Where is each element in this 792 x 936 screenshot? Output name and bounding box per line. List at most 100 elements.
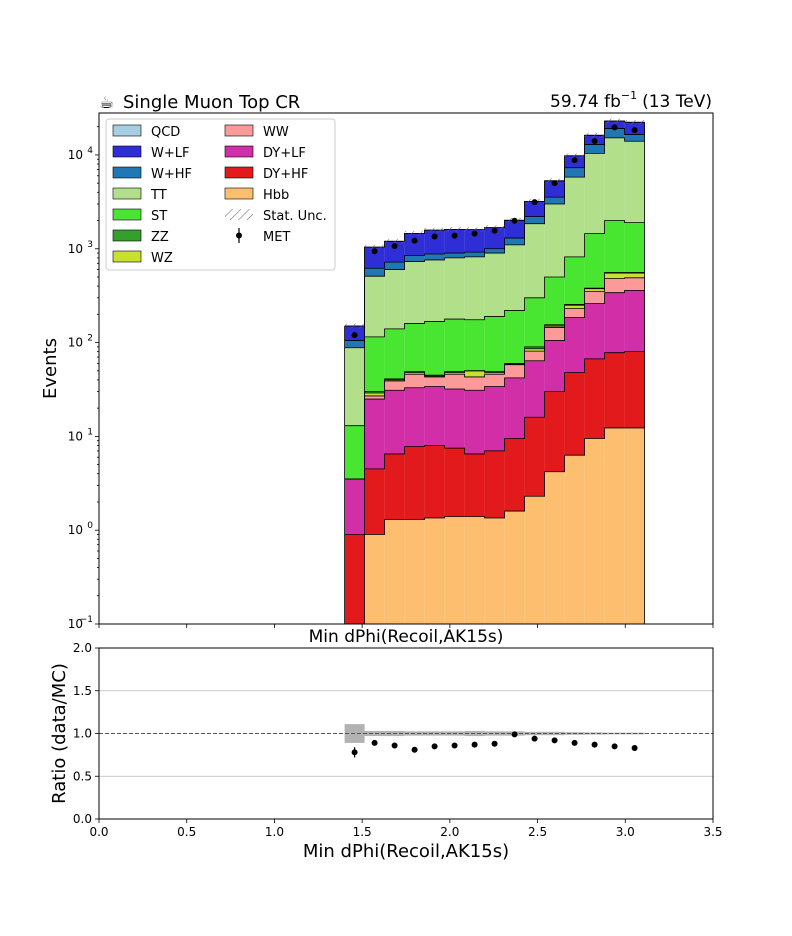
- bar-dy-hf-bin-9: [504, 438, 525, 512]
- bar-st-bin-13: [584, 233, 605, 289]
- y-tick-label: 10: [68, 523, 83, 537]
- legend: QCD W+LF W+HF TT ST ZZ WZ WW DY+LF DY+HF Hbb Stat. …: [105, 118, 336, 271]
- ratio-point-4: [411, 746, 418, 753]
- x-tick-label: 2.5: [528, 825, 547, 839]
- ratio-y-tick-label: 0.0: [73, 812, 92, 826]
- y-tick-label: 10: [68, 336, 83, 350]
- bar-ww-bin-6: [444, 374, 465, 389]
- outline-tt: [344, 137, 645, 349]
- bar-ww-bin-14: [604, 278, 625, 293]
- bar-st-bin-7: [464, 319, 485, 371]
- ratio-y-tick-label: 0.5: [73, 769, 92, 783]
- bar-w-lf-bin-11: [544, 180, 565, 198]
- bar-tt-bin-4: [404, 261, 425, 324]
- bar-w-lf-bin-8: [484, 227, 505, 249]
- legend-swatch-dy-lf: [224, 145, 254, 158]
- mc-unc-bin-14: [604, 732, 625, 735]
- x-tick-label: 1.5: [353, 825, 372, 839]
- bar-tt-bin-6: [444, 257, 465, 320]
- ratio-y-tick-label: 1.0: [73, 727, 92, 741]
- bar-w-hf-bin-11: [544, 197, 565, 204]
- bar-tt-bin-7: [464, 256, 485, 320]
- bar-dy-hf-bin-1: [344, 534, 365, 624]
- bar-tt-bin-9: [504, 244, 525, 311]
- bar-dy-lf-bin-8: [484, 386, 505, 451]
- y-tick-label: 10: [68, 242, 83, 256]
- data-point-14: [611, 124, 618, 131]
- stat-unc-bin-1: [344, 323, 365, 329]
- legend-swatch-ww: [224, 124, 254, 137]
- bar-ww-bin-9: [504, 364, 525, 378]
- x-tick-label: 3.5: [703, 825, 722, 839]
- bar-dy-lf-bin-4: [404, 387, 425, 447]
- legend-swatch-stat-unc: [225, 209, 253, 220]
- legend-label-qcd: QCD: [151, 125, 180, 140]
- bar-tt-bin-8: [484, 253, 505, 317]
- stat-unc-bin-4: [404, 230, 425, 236]
- data-point-7: [471, 230, 478, 237]
- bar-wz-bin-4: [404, 372, 425, 375]
- legend-label-w-lf: W+LF: [151, 146, 189, 161]
- bar-zz-bin-10: [524, 346, 545, 349]
- bar-hbb-bin-4: [404, 519, 425, 624]
- bar-hbb-bin-14: [604, 427, 625, 624]
- bar-dy-lf-bin-11: [544, 340, 565, 392]
- bar-wz-bin-14: [604, 273, 625, 279]
- bar-tt-bin-13: [584, 153, 605, 234]
- outline-hbb: [344, 427, 645, 625]
- bar-tt-bin-14: [604, 137, 625, 221]
- bar-dy-hf-bin-4: [404, 446, 425, 520]
- bar-tt-bin-12: [564, 177, 585, 257]
- bar-dy-hf-bin-14: [604, 352, 625, 428]
- bar-st-bin-6: [444, 319, 465, 372]
- ratio-point-8: [491, 740, 498, 747]
- bar-w-hf-bin-5: [424, 253, 445, 260]
- bar-hbb-bin-3: [384, 519, 405, 624]
- ratio-point-3: [391, 742, 398, 749]
- x-tick-label: 1.0: [265, 825, 284, 839]
- coffee-icon: ☕: [99, 93, 114, 113]
- legend-swatch-wz: [112, 250, 142, 263]
- ratio-point-1: [351, 749, 358, 756]
- main-axes-frame: [98, 112, 714, 625]
- bar-dy-hf-bin-8: [484, 450, 505, 518]
- bar-ww-bin-10: [524, 351, 545, 361]
- y-tick-label: 10: [68, 148, 83, 162]
- legend-swatch-w-lf: [112, 145, 142, 158]
- legend-swatch-zz: [112, 229, 142, 242]
- x-tick-label: 3.0: [616, 825, 635, 839]
- x-tick-label: 2.0: [440, 825, 459, 839]
- legend-label-hbb: Hbb: [263, 188, 289, 203]
- bar-st-bin-2: [364, 336, 385, 392]
- data-point-10: [531, 199, 538, 206]
- bar-hbb-bin-10: [524, 496, 545, 624]
- bar-st-bin-9: [504, 310, 525, 364]
- bar-zz-bin-12: [564, 304, 585, 306]
- ratio-points: [351, 731, 638, 758]
- ratio-y-tick-label: 1.5: [73, 684, 92, 698]
- legend-swatch-w-hf: [112, 166, 142, 179]
- bar-dy-hf-bin-6: [444, 448, 465, 517]
- legend-label-tt: TT: [150, 188, 167, 203]
- outline-dy-hf: [344, 351, 645, 535]
- bar-dy-lf-bin-9: [504, 377, 525, 439]
- legend-swatch-hbb: [224, 187, 254, 200]
- outline-ww: [344, 277, 645, 480]
- bar-ww-bin-8: [484, 374, 505, 387]
- bar-w-hf-bin-10: [524, 216, 545, 224]
- legend-swatch-qcd: [112, 124, 142, 137]
- mc-unc-bin-11: [544, 731, 565, 736]
- bar-dy-lf-bin-7: [464, 390, 485, 454]
- stat-unc-bin-6: [444, 226, 465, 232]
- x-tick-label: 0.5: [177, 825, 196, 839]
- data-point-3: [391, 243, 398, 250]
- data-point-9: [511, 217, 518, 224]
- bar-tt-bin-5: [424, 259, 445, 322]
- stat-unc-bin-13: [584, 132, 605, 138]
- bar-dy-lf-bin-6: [444, 388, 465, 449]
- bar-ww-bin-15: [624, 277, 645, 291]
- bar-w-hf-bin-12: [564, 167, 585, 178]
- outline-zz: [344, 271, 645, 480]
- ratio-point-12: [571, 739, 578, 746]
